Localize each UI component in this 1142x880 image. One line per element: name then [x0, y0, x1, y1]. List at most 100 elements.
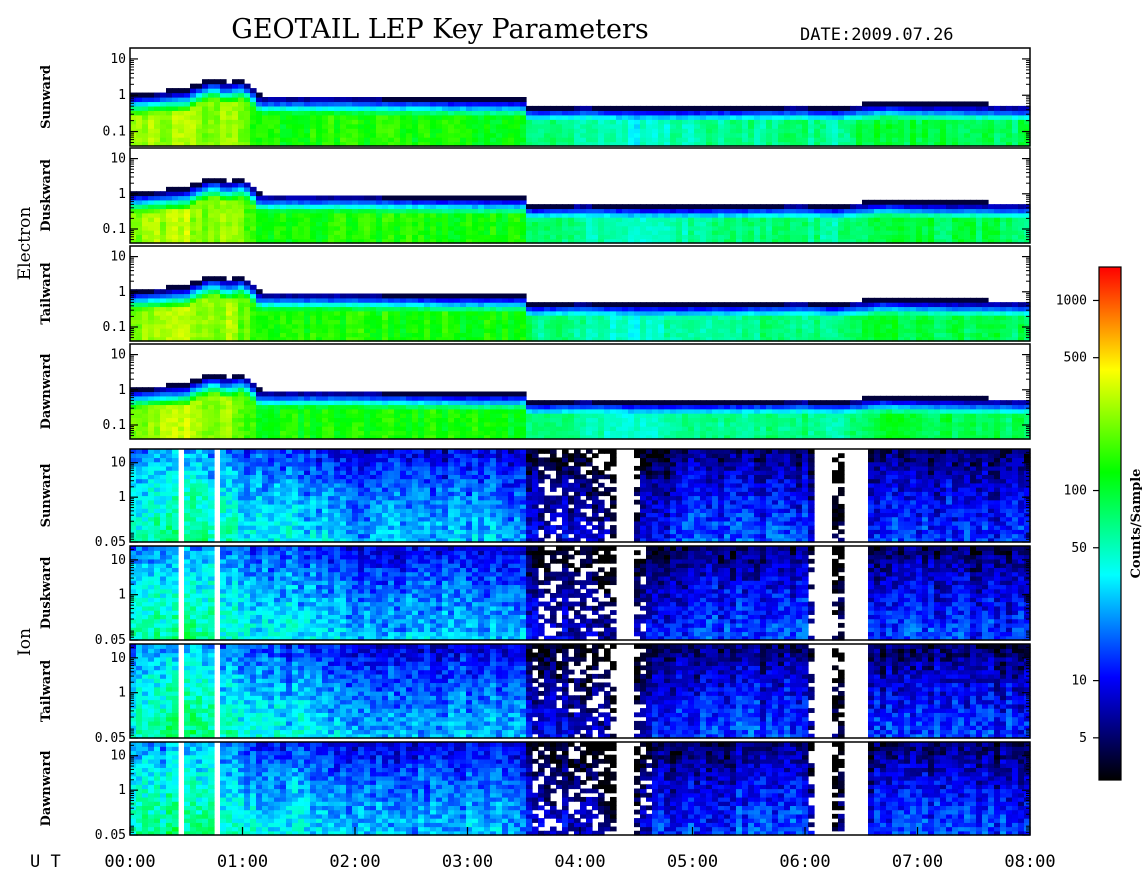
spectrogram-cell	[964, 310, 971, 316]
spectrogram-cell	[130, 114, 137, 120]
spectrogram-cell	[490, 199, 497, 205]
spectrogram-cell	[250, 92, 257, 98]
spectrogram-cell	[844, 212, 851, 218]
spectrogram-cell	[406, 306, 413, 312]
spectrogram-cell	[280, 319, 287, 325]
spectrogram-cell	[136, 132, 143, 138]
spectrogram-cell	[880, 302, 887, 308]
spectrogram-cell	[322, 208, 329, 214]
spectrogram-cell	[460, 306, 467, 312]
spectrogram-cell	[520, 101, 527, 107]
spectrogram-cell	[148, 110, 155, 116]
spectrogram-cell	[178, 105, 185, 111]
spectrogram-cell	[946, 212, 953, 218]
spectrogram-cell	[484, 141, 491, 147]
spectrogram-cell	[424, 328, 431, 333]
spectrogram-cell	[322, 315, 329, 321]
spectrogram-cell	[280, 293, 287, 299]
spectrogram-cell	[928, 306, 935, 312]
spectrogram-cell	[436, 105, 443, 111]
spectrogram-cell	[724, 225, 731, 231]
spectrogram-cell	[202, 105, 209, 111]
spectrogram-cell	[190, 310, 197, 316]
spectrogram-cell	[808, 123, 815, 129]
spectrogram-cell	[142, 332, 149, 338]
spectrogram-cell	[400, 119, 407, 125]
spectrogram-cell	[922, 332, 929, 338]
spectrogram-cell	[1012, 332, 1019, 338]
spectrogram-cell	[670, 217, 677, 223]
spectrogram-cell	[166, 306, 173, 312]
spectrogram-cell	[742, 323, 749, 329]
spectrogram-cell	[286, 217, 293, 223]
spectrogram-cell	[676, 119, 683, 125]
spectrogram-cell	[238, 141, 245, 147]
spectrogram-cell	[166, 97, 173, 103]
spectrogram-cell	[538, 114, 545, 120]
spectrogram-cell	[298, 137, 305, 143]
spectrogram-cell	[580, 105, 587, 111]
spectrogram-cell	[526, 217, 533, 223]
spectrogram-cell	[880, 132, 887, 138]
spectrogram-cell	[850, 110, 857, 116]
spectrogram-cell	[730, 323, 737, 329]
spectrogram-cell	[352, 336, 359, 342]
spectrogram-cell	[148, 199, 155, 205]
spectrogram-cell	[640, 141, 647, 147]
spectrogram-cell	[370, 293, 377, 299]
spectrogram-cell	[178, 310, 185, 316]
spectrogram-cell	[538, 225, 545, 231]
spectrogram-cell	[316, 132, 323, 138]
spectrogram-cell	[448, 123, 455, 129]
spectrogram-cell	[976, 234, 983, 240]
spectrogram-cell	[250, 297, 257, 303]
spectrogram-cell	[514, 302, 521, 308]
spectrogram-cell	[958, 234, 965, 240]
spectrogram-cell	[748, 114, 755, 120]
spectrogram-cell	[514, 208, 521, 214]
spectrogram-cell	[484, 199, 491, 205]
spectrogram-cell	[154, 400, 161, 406]
spectrogram-cell	[472, 217, 479, 223]
spectrogram-cell	[520, 319, 527, 325]
spectrogram-cell	[304, 212, 311, 218]
spectrogram-cell	[268, 212, 275, 218]
spectrogram-cell	[760, 208, 767, 214]
spectrogram-cell	[484, 238, 491, 244]
spectrogram-cell	[178, 92, 185, 98]
spectrogram-cell	[232, 128, 239, 134]
spectrogram-cell	[682, 212, 689, 218]
spectrogram-cell	[136, 199, 143, 205]
spectrogram-cell	[352, 323, 359, 329]
spectrogram-cell	[394, 328, 401, 333]
spectrogram-cell	[172, 408, 179, 414]
spectrogram-cell	[1006, 323, 1013, 329]
spectrogram-cell	[874, 230, 881, 235]
spectrogram-cell	[472, 230, 479, 235]
spectrogram-cell	[496, 195, 503, 201]
spectrogram-cell	[712, 114, 719, 120]
spectrogram-cell	[880, 221, 887, 227]
spectrogram-cell	[1024, 119, 1031, 125]
spectrogram-cell	[478, 238, 485, 244]
spectrogram-cell	[850, 306, 857, 312]
spectrogram-cell	[154, 105, 161, 111]
spectrogram-cell	[568, 332, 575, 338]
spectrogram-cell	[466, 221, 473, 227]
spectrogram-cell	[130, 336, 137, 342]
spectrogram-cell	[310, 101, 317, 107]
spectrogram-cell	[1024, 217, 1031, 223]
spectrogram-cell	[328, 114, 335, 120]
spectrogram-cell	[886, 323, 893, 329]
spectrogram-cell	[748, 217, 755, 223]
spectrogram-cell	[286, 212, 293, 218]
spectrogram-cell	[250, 208, 257, 214]
spectrogram-cell	[532, 128, 539, 134]
spectrogram-cell	[670, 137, 677, 143]
spectrogram-cell	[664, 230, 671, 235]
spectrogram-cell	[856, 217, 863, 223]
spectrogram-cell	[658, 315, 665, 321]
spectrogram-cell	[976, 110, 983, 116]
spectrogram-cell	[268, 119, 275, 125]
spectrogram-cell	[568, 238, 575, 244]
